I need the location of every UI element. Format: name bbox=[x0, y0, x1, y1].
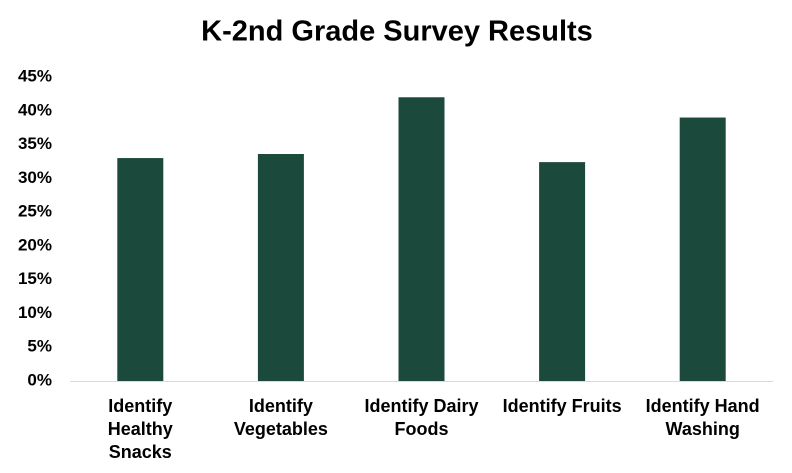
x-tick-label: Identify Hand Washing bbox=[645, 396, 760, 439]
bar bbox=[679, 117, 726, 382]
x-tick-label: Identify Healthy Snacks bbox=[107, 396, 173, 462]
y-tick-label: 45% bbox=[18, 66, 52, 85]
x-tick-label: Identify Fruits bbox=[502, 396, 622, 416]
chart-title: K-2nd Grade Survey Results bbox=[201, 16, 593, 48]
y-tick-label: 20% bbox=[18, 235, 52, 254]
x-tick-label: Identify Vegetables bbox=[233, 396, 328, 439]
y-tick-label: 10% bbox=[18, 303, 52, 322]
y-tick-label: 5% bbox=[27, 337, 52, 356]
y-tick-label: 0% bbox=[27, 370, 52, 389]
bar bbox=[117, 158, 164, 381]
bar bbox=[257, 154, 304, 381]
y-tick-label: 30% bbox=[18, 168, 52, 187]
y-tick-label: 35% bbox=[18, 134, 52, 153]
bar bbox=[398, 97, 445, 382]
y-tick-label: 40% bbox=[18, 100, 52, 119]
y-tick-label: 15% bbox=[18, 269, 52, 288]
x-tick-label: Identify Dairy Foods bbox=[364, 396, 479, 439]
bar bbox=[539, 162, 586, 381]
y-tick-label: 25% bbox=[18, 202, 52, 221]
